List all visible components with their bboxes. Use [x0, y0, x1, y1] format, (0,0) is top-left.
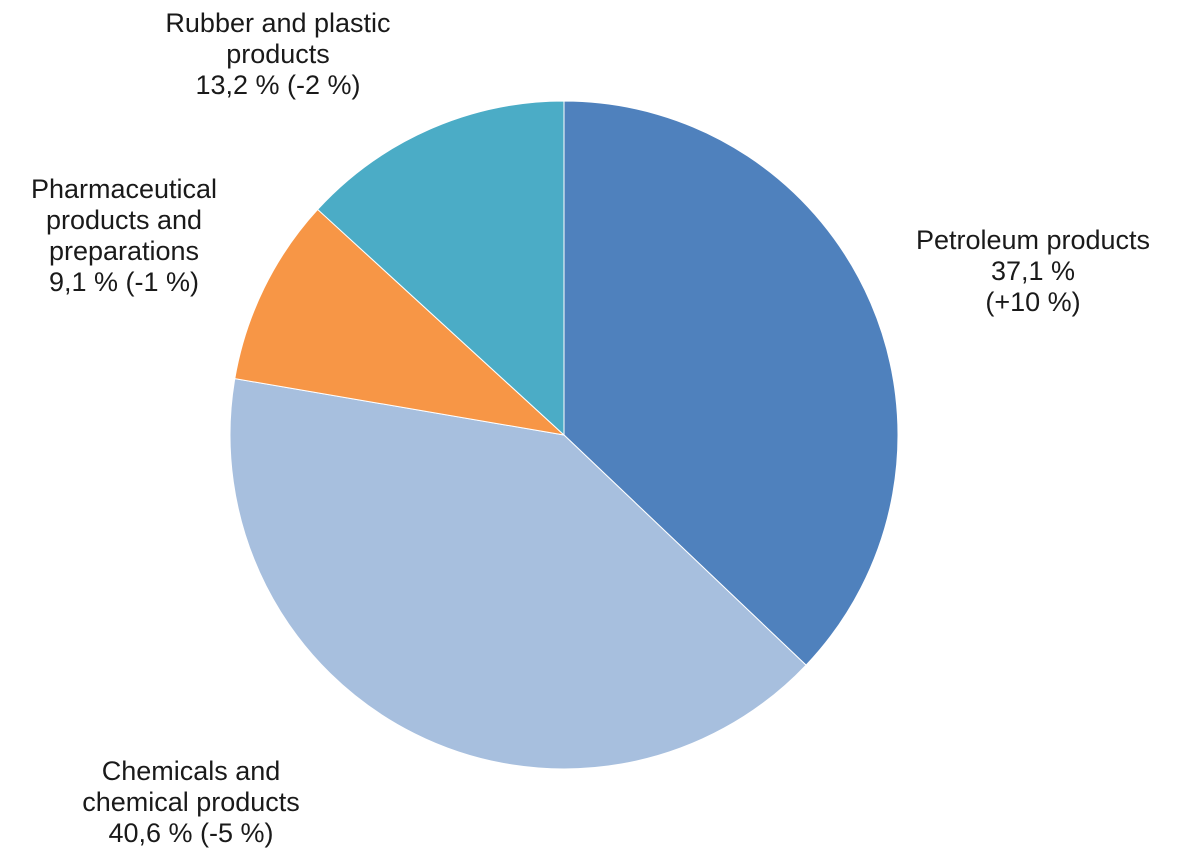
slice-label-line: chemical products: [82, 787, 300, 817]
slice-label-line: Rubber and plastic: [165, 8, 390, 38]
slice-label-line: 9,1 % (-1 %): [49, 267, 199, 297]
slice-label-line: 13,2 % (-2 %): [195, 70, 360, 100]
pie-slice-3: [234, 208, 566, 436]
slice-label-line: products and: [46, 205, 202, 235]
slice-label-line: preparations: [49, 236, 199, 266]
slice-label-2: Chemicals and chemical products 40,6 % (-5…: [82, 756, 300, 848]
slice-label-line: 40,6 % (-5 %): [108, 818, 273, 848]
slice-label-line: Pharmaceutical: [31, 174, 217, 204]
slice-label-line: Chemicals and: [102, 756, 281, 786]
pie-slice-2: [229, 378, 807, 770]
slice-label-4: Rubber and plastic products 13,2 % (-2 %): [165, 8, 390, 100]
pie-slices: [229, 100, 899, 770]
pie-labels: Petroleum products 37,1 % (+10 %) Chemicals…: [31, 8, 1150, 848]
pie-slice-4: [316, 100, 565, 437]
slice-label-line: (+10 %): [985, 287, 1080, 317]
slice-label-line: 37,1 %: [991, 256, 1075, 286]
slice-label-3: Pharmaceutical products and preparations 9,…: [31, 174, 217, 297]
slice-label-line: products: [226, 39, 330, 69]
pie-slice-1: [563, 100, 899, 666]
slice-label-line: Petroleum products: [916, 225, 1150, 255]
slice-label-1: Petroleum products 37,1 % (+10 %): [916, 225, 1150, 317]
